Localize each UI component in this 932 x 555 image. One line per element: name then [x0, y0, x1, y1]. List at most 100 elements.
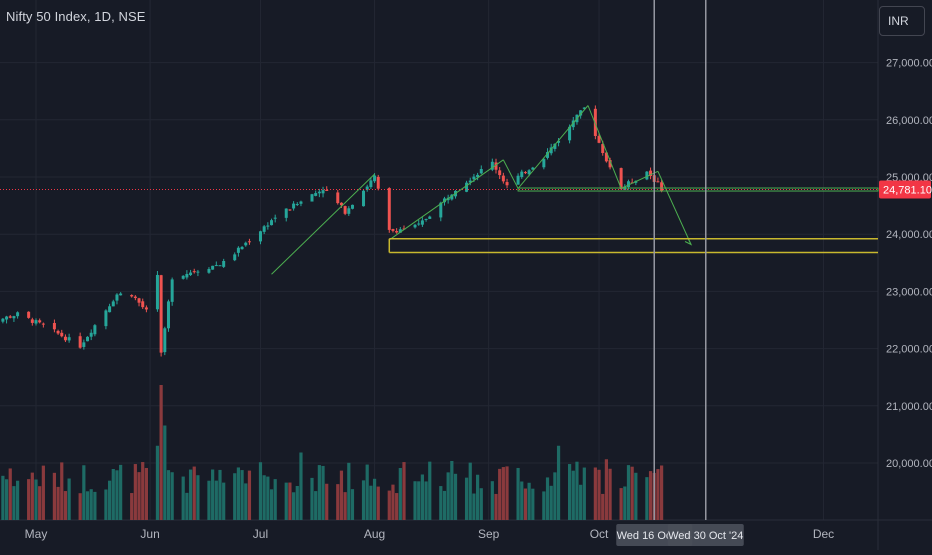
candle — [222, 258, 226, 268]
volume-bar — [170, 472, 174, 520]
candle-body — [52, 323, 56, 330]
candle — [67, 333, 71, 343]
candle-body — [244, 242, 248, 246]
candle — [501, 172, 505, 184]
volume-bar — [317, 465, 321, 520]
candle — [649, 167, 653, 180]
candle — [93, 324, 97, 337]
volume-bar — [325, 483, 329, 520]
volume-bar — [453, 473, 458, 520]
volume-bar — [144, 467, 148, 520]
candle — [505, 178, 509, 189]
candle — [141, 298, 145, 309]
candle — [439, 201, 443, 222]
candle-body — [520, 171, 524, 178]
volume-bar — [608, 468, 612, 520]
volume-bar — [295, 485, 299, 520]
volume-bar — [623, 486, 627, 520]
candle-body — [428, 216, 432, 219]
volume-bar — [67, 478, 71, 520]
candle-body — [240, 246, 244, 250]
volume-bar — [630, 466, 634, 520]
candle — [494, 158, 498, 174]
candle-body — [211, 265, 215, 270]
candle-body — [350, 204, 354, 209]
candle — [468, 177, 472, 186]
candle-body — [468, 180, 472, 183]
candle — [520, 169, 524, 179]
volume-bar — [185, 492, 189, 520]
candle — [343, 205, 347, 216]
candle — [476, 172, 480, 181]
volume-bar — [218, 469, 222, 520]
candle — [5, 315, 9, 324]
volume-bar — [417, 481, 421, 520]
volume-bar — [442, 490, 447, 520]
candle — [273, 214, 277, 223]
candle-body — [413, 224, 417, 228]
candle-body — [214, 265, 218, 267]
candle-body — [93, 325, 97, 335]
volume-bar — [597, 469, 601, 520]
candle-body — [314, 193, 318, 196]
candle — [52, 319, 56, 333]
candle — [317, 188, 321, 198]
candle — [63, 334, 67, 343]
candle-body — [27, 311, 31, 318]
candle-body — [339, 202, 343, 206]
volume-bar — [292, 492, 296, 520]
volume-bar — [321, 465, 325, 520]
volume-bar — [214, 480, 218, 520]
candle — [490, 158, 494, 172]
volume-bar — [1, 475, 5, 520]
candle-body — [398, 229, 402, 233]
candle-body — [490, 161, 494, 170]
candle — [465, 180, 469, 193]
candle-body — [546, 152, 550, 158]
volume-bar — [428, 461, 432, 520]
candle-body — [336, 192, 340, 204]
candle-body — [523, 172, 527, 174]
price-tick-label: 20,000.00 — [886, 458, 932, 470]
time-axis[interactable]: May Jun Jul Aug Sep Oct Dec — [25, 527, 835, 541]
candle-body — [16, 312, 20, 317]
time-tick-label: Jul — [253, 527, 268, 541]
candle — [1, 317, 5, 324]
candle-body — [119, 293, 123, 296]
candle — [413, 223, 417, 229]
candle — [137, 297, 141, 307]
volume-bar — [556, 445, 561, 520]
last-price-badge[interactable] — [879, 180, 931, 199]
candle — [325, 186, 329, 192]
candle — [108, 303, 112, 313]
candle — [417, 220, 421, 226]
volume-bar — [545, 477, 550, 520]
volume-bar — [446, 472, 450, 520]
candle-body — [601, 144, 605, 154]
candle-body — [299, 201, 303, 204]
candle-body — [450, 194, 454, 200]
price-axis[interactable]: 20,000.00 21,000.00 22,000.00 23,000.00 24,0… — [879, 58, 932, 470]
candle — [115, 293, 119, 305]
currency-selector-button[interactable]: INR — [879, 6, 925, 36]
candle-body — [516, 175, 520, 185]
candle-body — [369, 180, 373, 188]
candle — [56, 329, 60, 335]
candle-body — [649, 170, 653, 177]
price-tick-label: 22,000.00 — [886, 344, 932, 356]
crosshair-date-label: Wed 30 Oct '24 — [668, 530, 743, 542]
volume-bar — [236, 467, 240, 520]
candle-body — [549, 147, 553, 154]
price-tick-label: 21,000.00 — [886, 401, 932, 413]
candle-body — [1, 318, 5, 322]
candle-body — [656, 181, 660, 183]
crosshair-date-badge — [667, 524, 744, 546]
candle — [428, 215, 432, 219]
candle — [78, 332, 82, 349]
time-tick-label: Oct — [590, 527, 609, 541]
volume-bar — [85, 491, 90, 520]
candle — [211, 265, 215, 270]
candle — [660, 179, 664, 193]
